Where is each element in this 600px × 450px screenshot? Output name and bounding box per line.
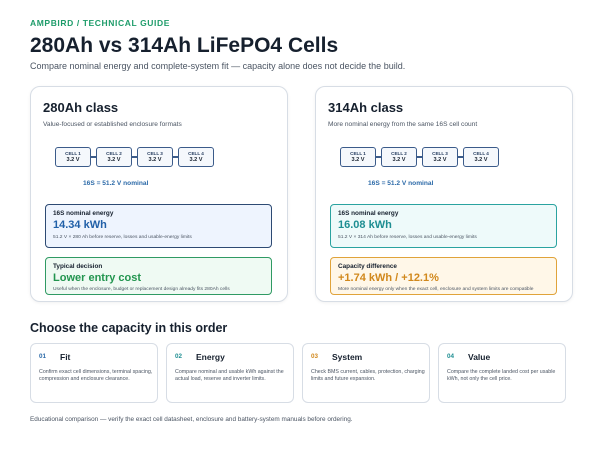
cell-string-diagram: CELL 1 3.2 V CELL 2 3.2 V CELL 3 3.2 V CELL… — [55, 147, 214, 167]
cell-connector — [91, 156, 96, 158]
cell-block: CELL 3 3.2 V — [422, 147, 458, 167]
step-title: Value — [468, 351, 491, 362]
energy-box: 16S nominal energy 14.34 kWh 51.2 V × 28… — [45, 204, 272, 248]
panel-subtitle: More nominal energy from the same 16S ce… — [328, 121, 478, 128]
energy-label: 16S nominal energy — [53, 210, 114, 217]
cell-connector — [173, 156, 178, 158]
cell-connector — [132, 156, 137, 158]
energy-detail: 51.2 V × 314 Ah before reserve, losses a… — [338, 235, 477, 240]
cell-voltage: 3.2 V — [433, 157, 447, 163]
difference-label: Capacity difference — [338, 263, 397, 270]
difference-detail: More nominal energy only when the exact … — [338, 287, 534, 292]
cell-string-diagram: CELL 1 3.2 V CELL 2 3.2 V CELL 3 3.2 V CELL… — [340, 147, 499, 167]
cell-block: CELL 1 3.2 V — [340, 147, 376, 167]
step-title: Fit — [60, 351, 71, 362]
step-title: Energy — [196, 351, 225, 362]
cell-name: CELL 2 — [391, 151, 407, 156]
cell-block: CELL 3 3.2 V — [137, 147, 173, 167]
cell-block: CELL 2 3.2 V — [381, 147, 417, 167]
cell-block: CELL 1 3.2 V — [55, 147, 91, 167]
step-number: 04 — [447, 353, 455, 360]
footer-disclaimer: Educational comparison — verify the exac… — [30, 416, 353, 423]
energy-value: 16.08 kWh — [338, 219, 392, 231]
difference-value: +1.74 kWh / +12.1% — [338, 272, 439, 284]
energy-detail: 51.2 V × 280 Ah before reserve, losses a… — [53, 235, 192, 240]
page-title: 280Ah vs 314Ah LiFePO4 Cells — [30, 34, 339, 57]
difference-box: Capacity difference +1.74 kWh / +12.1% M… — [330, 257, 557, 295]
cell-connector — [458, 156, 463, 158]
panel-314ah: 314Ah class More nominal energy from the… — [315, 86, 573, 302]
decision-value: Lower entry cost — [53, 272, 142, 284]
cell-block: CELL 4 3.2 V — [463, 147, 499, 167]
step-number: 02 — [175, 353, 183, 360]
step-description: Compare nominal and usable kWh against t… — [175, 369, 284, 383]
cell-name: CELL 4 — [473, 151, 489, 156]
nominal-voltage: 16S = 51.2 V nominal — [83, 180, 149, 187]
cell-name: CELL 3 — [432, 151, 448, 156]
nominal-voltage: 16S = 51.2 V nominal — [368, 180, 434, 187]
panel-subtitle: Value-focused or established enclosure f… — [43, 121, 182, 128]
cell-voltage: 3.2 V — [189, 157, 203, 163]
energy-box: 16S nominal energy 16.08 kWh 51.2 V × 31… — [330, 204, 557, 248]
step-description: Confirm exact cell dimensions, terminal … — [39, 369, 153, 383]
cell-voltage: 3.2 V — [107, 157, 121, 163]
step-card-value: 04 Value Compare the complete landed cos… — [438, 343, 566, 403]
panel-title: 314Ah class — [328, 100, 404, 115]
cell-voltage: 3.2 V — [474, 157, 488, 163]
cell-name: CELL 1 — [350, 151, 366, 156]
step-number: 03 — [311, 353, 319, 360]
breadcrumb: AMPBIRD / TECHNICAL GUIDE — [30, 18, 170, 28]
energy-label: 16S nominal energy — [338, 210, 399, 217]
section-title: Choose the capacity in this order — [30, 321, 228, 335]
cell-name: CELL 1 — [65, 151, 81, 156]
cell-connector — [417, 156, 422, 158]
cell-voltage: 3.2 V — [392, 157, 406, 163]
cell-block: CELL 4 3.2 V — [178, 147, 214, 167]
energy-value: 14.34 kWh — [53, 219, 107, 231]
step-title: System — [332, 351, 363, 362]
cell-name: CELL 3 — [147, 151, 163, 156]
cell-block: CELL 2 3.2 V — [96, 147, 132, 167]
page-subtitle: Compare nominal energy and complete-syst… — [30, 61, 406, 71]
panel-title: 280Ah class — [43, 100, 119, 115]
decision-box: Typical decision Lower entry cost Useful… — [45, 257, 272, 295]
decision-detail: Useful when the enclosure, budget or rep… — [53, 287, 230, 292]
step-card-energy: 02 Energy Compare nominal and usable kWh… — [166, 343, 294, 403]
cell-voltage: 3.2 V — [351, 157, 365, 163]
cell-name: CELL 2 — [106, 151, 122, 156]
step-number: 01 — [39, 353, 47, 360]
step-card-fit: 01 Fit Confirm exact cell dimensions, te… — [30, 343, 158, 403]
step-description: Check BMS current, cables, protection, c… — [311, 369, 425, 383]
cell-connector — [376, 156, 381, 158]
decision-label: Typical decision — [53, 263, 103, 270]
step-description: Compare the complete landed cost per usa… — [447, 369, 556, 383]
panel-280ah: 280Ah class Value-focused or established… — [30, 86, 288, 302]
cell-voltage: 3.2 V — [66, 157, 80, 163]
cell-voltage: 3.2 V — [148, 157, 162, 163]
step-card-system: 03 System Check BMS current, cables, pro… — [302, 343, 430, 403]
cell-name: CELL 4 — [188, 151, 204, 156]
